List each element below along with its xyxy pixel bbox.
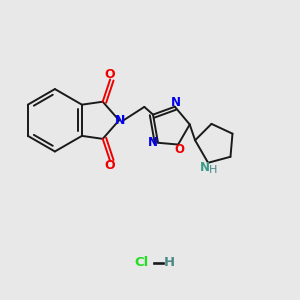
Text: H: H	[209, 165, 217, 175]
Text: Cl: Cl	[134, 256, 148, 269]
Text: O: O	[105, 159, 116, 172]
Text: N: N	[148, 136, 158, 149]
Text: O: O	[105, 68, 116, 82]
Text: O: O	[174, 143, 184, 156]
Text: N: N	[115, 114, 125, 127]
Text: H: H	[164, 256, 175, 269]
Text: N: N	[171, 96, 181, 109]
Text: N: N	[200, 161, 209, 174]
